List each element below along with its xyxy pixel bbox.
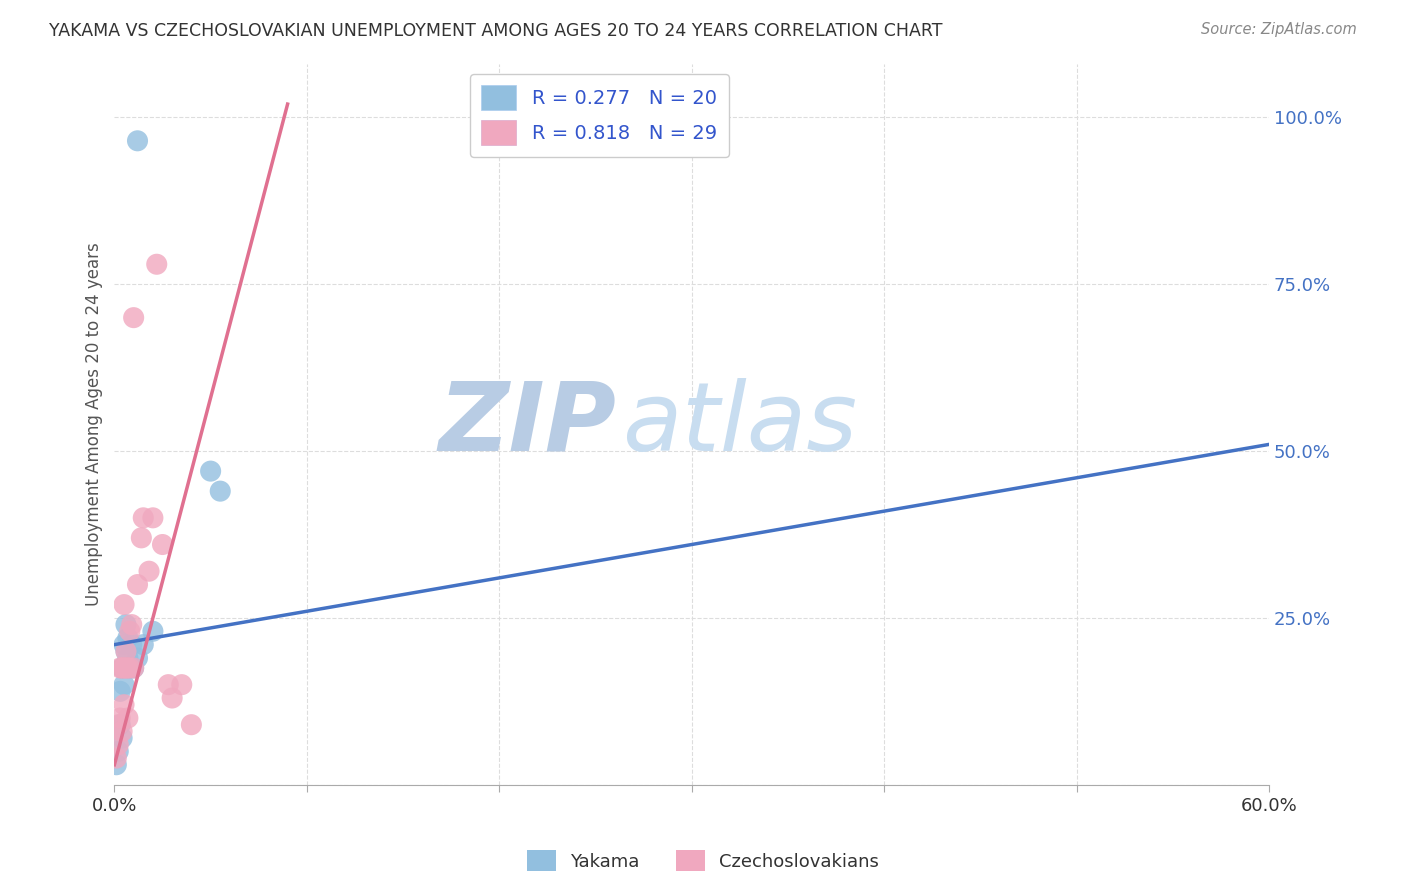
- Point: [145, 257, 167, 271]
- Point: [111, 731, 134, 745]
- Point: [108, 717, 131, 731]
- Point: [132, 511, 155, 525]
- Point: [142, 511, 165, 525]
- Point: [127, 134, 149, 148]
- Point: [107, 717, 129, 731]
- Point: [157, 678, 180, 692]
- Point: [122, 310, 145, 325]
- Point: [117, 661, 139, 675]
- Point: [121, 617, 143, 632]
- Point: [118, 624, 141, 639]
- Point: [117, 631, 139, 645]
- Point: [122, 661, 145, 675]
- Point: [112, 638, 135, 652]
- Point: [115, 617, 138, 632]
- Text: ZIP: ZIP: [439, 378, 617, 471]
- Point: [107, 744, 129, 758]
- Point: [112, 678, 135, 692]
- Point: [112, 698, 135, 712]
- Point: [132, 638, 155, 652]
- Point: [131, 531, 153, 545]
- Point: [112, 598, 135, 612]
- Point: [107, 738, 129, 752]
- Point: [138, 564, 160, 578]
- Point: [111, 661, 134, 675]
- Point: [118, 661, 141, 675]
- Legend: R = 0.277   N = 20, R = 0.818   N = 29: R = 0.277 N = 20, R = 0.818 N = 29: [470, 74, 728, 157]
- Point: [115, 644, 138, 658]
- Point: [108, 711, 131, 725]
- Point: [118, 661, 141, 675]
- Point: [117, 651, 139, 665]
- Point: [111, 724, 134, 739]
- Text: Source: ZipAtlas.com: Source: ZipAtlas.com: [1201, 22, 1357, 37]
- Text: atlas: atlas: [623, 378, 858, 471]
- Point: [115, 644, 138, 658]
- Point: [115, 661, 138, 675]
- Point: [112, 661, 135, 675]
- Text: YAKAMA VS CZECHOSLOVAKIAN UNEMPLOYMENT AMONG AGES 20 TO 24 YEARS CORRELATION CHA: YAKAMA VS CZECHOSLOVAKIAN UNEMPLOYMENT A…: [49, 22, 942, 40]
- Point: [108, 661, 131, 675]
- Point: [170, 678, 193, 692]
- Legend: Yakama, Czechoslovakians: Yakama, Czechoslovakians: [520, 843, 886, 879]
- Point: [142, 624, 165, 639]
- Point: [200, 464, 222, 478]
- Point: [105, 751, 128, 765]
- Point: [105, 757, 128, 772]
- Point: [127, 651, 149, 665]
- Point: [108, 684, 131, 698]
- Point: [121, 638, 143, 652]
- Point: [209, 484, 232, 499]
- Point: [122, 661, 145, 675]
- Point: [111, 661, 134, 675]
- Point: [180, 717, 202, 731]
- Point: [160, 691, 183, 706]
- Point: [127, 577, 149, 591]
- Y-axis label: Unemployment Among Ages 20 to 24 years: Unemployment Among Ages 20 to 24 years: [86, 243, 103, 607]
- Point: [152, 537, 174, 551]
- Point: [117, 711, 139, 725]
